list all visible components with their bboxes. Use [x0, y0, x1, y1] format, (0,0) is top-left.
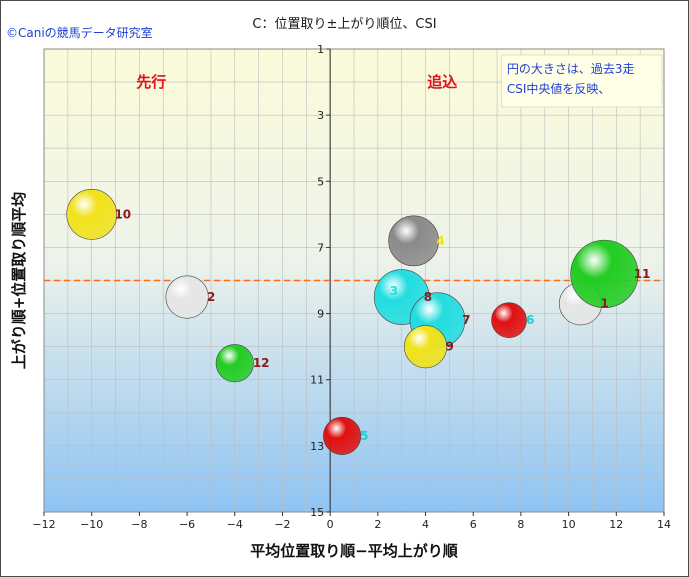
x-tick-label: 0: [327, 518, 334, 531]
bubble-label-4: 4: [436, 234, 444, 248]
x-tick-label: 10: [562, 518, 576, 531]
x-tick-label: −4: [227, 518, 243, 531]
y-tick-label: 15: [310, 506, 324, 519]
bubble-label-5: 5: [360, 429, 368, 443]
bubble-6: [491, 302, 527, 338]
bubble-label-2: 2: [207, 290, 215, 304]
y-tick-label: 3: [317, 109, 324, 122]
bubble-11: [570, 239, 639, 308]
copyright-text: ©Caniの競馬データ研究室: [6, 26, 153, 40]
bubble-label-1: 1: [600, 297, 608, 311]
x-tick-label: 4: [422, 518, 429, 531]
bubble-label-8: 8: [424, 290, 432, 304]
x-tick-label: −10: [80, 518, 103, 531]
y-axis-label: 上がり順+位置取り順平均: [10, 192, 28, 370]
bubble-label-7: 7: [462, 313, 470, 327]
zone-label-right: 追込: [427, 73, 457, 91]
bubble-9: [403, 325, 448, 369]
bubble-label-10: 10: [114, 207, 131, 221]
zone-label-left: 先行: [136, 73, 166, 91]
bubble-label-9: 9: [445, 340, 453, 354]
annotation-box: [501, 54, 663, 108]
bubble-label-6: 6: [526, 313, 534, 327]
x-tick-label: 8: [517, 518, 524, 531]
y-tick-label: 11: [310, 374, 324, 387]
x-tick-label: −6: [179, 518, 195, 531]
annotation-line: 円の大きさは、過去3走: [507, 62, 635, 76]
x-tick-label: 6: [470, 518, 477, 531]
bubble-label-12: 12: [253, 356, 270, 370]
bubble-12: [215, 344, 254, 383]
bubble-label-3: 3: [390, 284, 398, 298]
bubble-4: [388, 215, 439, 267]
x-tick-label: −8: [131, 518, 147, 531]
x-tick-label: 2: [374, 518, 381, 531]
x-tick-label: 14: [657, 518, 671, 531]
bubble-10: [66, 189, 117, 240]
bubble-5: [323, 416, 362, 455]
x-tick-label: 12: [609, 518, 623, 531]
chart-title: C：位置取り±上がり順位、CSI: [252, 17, 437, 32]
y-tick-label: 13: [310, 440, 324, 453]
y-tick-label: 9: [317, 308, 324, 321]
annotation-line: CSI中央値を反映、: [507, 81, 611, 96]
x-tick-label: −12: [32, 518, 55, 531]
x-axis-label: 平均位置取り順−平均上がり順: [250, 542, 459, 560]
y-tick-label: 7: [317, 241, 324, 254]
bubble-label-11: 11: [634, 267, 651, 281]
bubble-2: [165, 275, 209, 319]
y-tick-label: 1: [317, 43, 324, 56]
x-tick-label: −2: [274, 518, 290, 531]
y-tick-label: 5: [317, 175, 324, 188]
